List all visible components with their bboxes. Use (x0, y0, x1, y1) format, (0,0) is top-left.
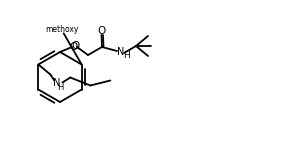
Text: H: H (123, 51, 129, 59)
Text: N: N (53, 77, 60, 87)
Text: N: N (117, 47, 125, 57)
Text: O: O (71, 41, 79, 51)
Text: O: O (70, 42, 78, 52)
Text: methoxy: methoxy (45, 25, 78, 34)
Text: O: O (98, 26, 106, 36)
Text: H: H (57, 83, 64, 92)
